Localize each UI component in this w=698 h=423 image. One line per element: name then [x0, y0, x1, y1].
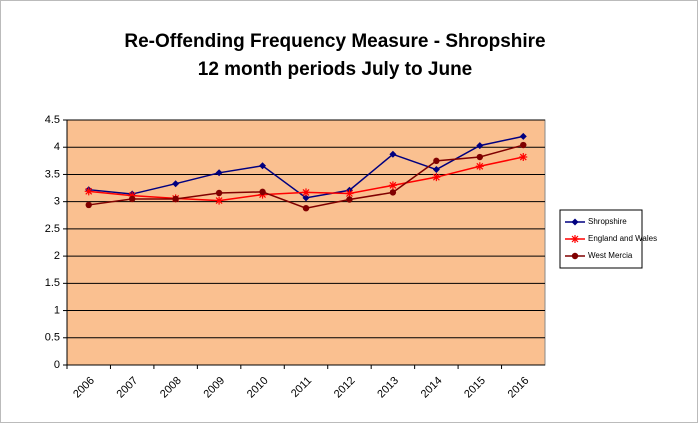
data-point — [302, 194, 310, 202]
data-point — [345, 189, 354, 198]
data-point — [259, 162, 267, 170]
y-tick-label: 0.5 — [45, 332, 60, 344]
data-point — [259, 188, 266, 196]
data-point — [302, 205, 310, 212]
y-tick-label: 3.5 — [45, 168, 60, 180]
data-point — [346, 196, 353, 203]
data-point — [389, 189, 397, 196]
data-point — [519, 132, 527, 140]
data-point — [432, 173, 441, 182]
y-tick-label: 1 — [54, 304, 60, 316]
y-tick-label: 4 — [54, 141, 60, 153]
data-point — [519, 153, 528, 162]
data-point — [215, 189, 223, 197]
data-point — [475, 162, 484, 171]
data-point — [172, 195, 179, 203]
data-point — [172, 180, 180, 188]
data-point — [215, 196, 224, 205]
data-point — [128, 195, 136, 203]
data-point — [476, 142, 484, 150]
data-point — [302, 188, 310, 197]
y-tick-label: 2 — [54, 250, 60, 262]
legend-label: West Mercia — [588, 251, 633, 260]
legend-marker — [571, 218, 579, 226]
plot-area — [66, 119, 546, 366]
y-tick-label: 3 — [54, 196, 60, 208]
data-point — [389, 150, 397, 158]
y-tick-label: 0 — [54, 359, 60, 371]
y-tick-label: 4.5 — [45, 114, 60, 126]
chart-subtitle: 12 month periods July to June — [198, 59, 473, 80]
legend-label: Shropshire — [588, 217, 627, 226]
data-point — [215, 169, 223, 177]
legend-marker — [571, 235, 579, 243]
data-point — [84, 187, 93, 196]
data-point — [432, 166, 440, 174]
y-tick-label: 1.5 — [45, 277, 60, 289]
y-tick-label: 2.5 — [45, 223, 60, 235]
legend-marker — [571, 252, 579, 260]
data-point — [85, 201, 92, 209]
data-point — [433, 157, 440, 165]
data-point — [128, 191, 137, 200]
chart-title: Re-Offending Frequency Measure - Shropsh… — [124, 31, 545, 52]
data-point — [520, 141, 527, 149]
data-point — [476, 153, 484, 161]
legend-label: England and Wales — [588, 234, 657, 243]
data-point — [388, 181, 397, 190]
